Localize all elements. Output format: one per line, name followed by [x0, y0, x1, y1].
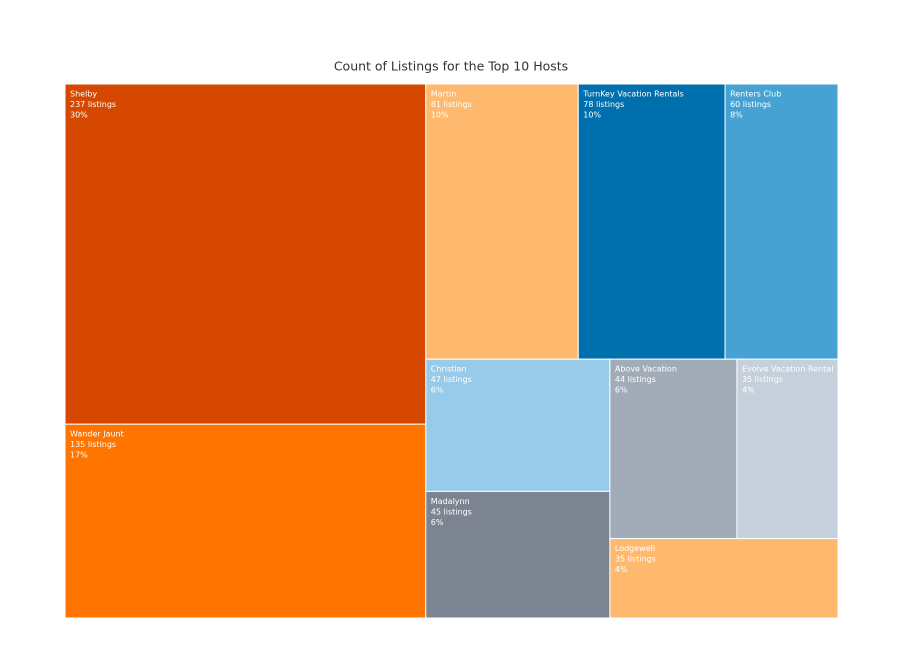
treemap-tile — [577, 83, 726, 360]
tile-percent: 4% — [742, 386, 755, 395]
tile-value: 44 listings — [615, 375, 656, 384]
tile-percent: 17% — [70, 451, 88, 460]
chart-title: Count of Listings for the Top 10 Hosts — [334, 59, 568, 74]
tile-value: 237 listings — [70, 100, 116, 109]
treemap-tile — [724, 83, 839, 360]
tile-label: Evolve Vacation Rental — [742, 365, 833, 374]
tile-percent: 8% — [730, 111, 743, 120]
treemap-tile — [64, 83, 427, 425]
tile-label: Renters Club — [730, 90, 781, 99]
tile-label: Martin — [431, 90, 457, 99]
tile-value: 135 listings — [70, 440, 116, 449]
tile-percent: 30% — [70, 111, 88, 120]
treemap-tile — [64, 423, 427, 619]
treemap-tile — [425, 83, 579, 360]
tile-value: 81 listings — [431, 100, 472, 109]
treemap-tile — [609, 538, 839, 619]
tile-value: 78 listings — [583, 100, 624, 109]
tile-label: Shelby — [70, 90, 97, 99]
tile-value: 45 listings — [431, 507, 472, 516]
tile-label: Madalynn — [431, 497, 470, 506]
tile-percent: 10% — [583, 111, 601, 120]
tile-label: Lodgewell — [615, 544, 655, 553]
tile-percent: 4% — [615, 565, 628, 574]
tile-label: Christian — [431, 365, 467, 374]
treemap-tile — [425, 490, 611, 619]
treemap-tile — [425, 358, 611, 492]
tile-label: Above Vacation — [615, 365, 677, 374]
tile-percent: 6% — [431, 386, 444, 395]
tile-percent: 6% — [615, 386, 628, 395]
tile-percent: 6% — [431, 518, 444, 527]
tile-value: 47 listings — [431, 375, 472, 384]
tile-label: Wander Jaunt — [70, 430, 124, 439]
tile-value: 35 listings — [742, 375, 783, 384]
treemap-tile — [609, 358, 738, 540]
tile-percent: 10% — [431, 111, 449, 120]
tile-value: 60 listings — [730, 100, 771, 109]
tile-label: TurnKey Vacation Rentals — [582, 90, 684, 99]
treemap-tile — [736, 358, 839, 540]
tile-value: 35 listings — [615, 555, 656, 564]
